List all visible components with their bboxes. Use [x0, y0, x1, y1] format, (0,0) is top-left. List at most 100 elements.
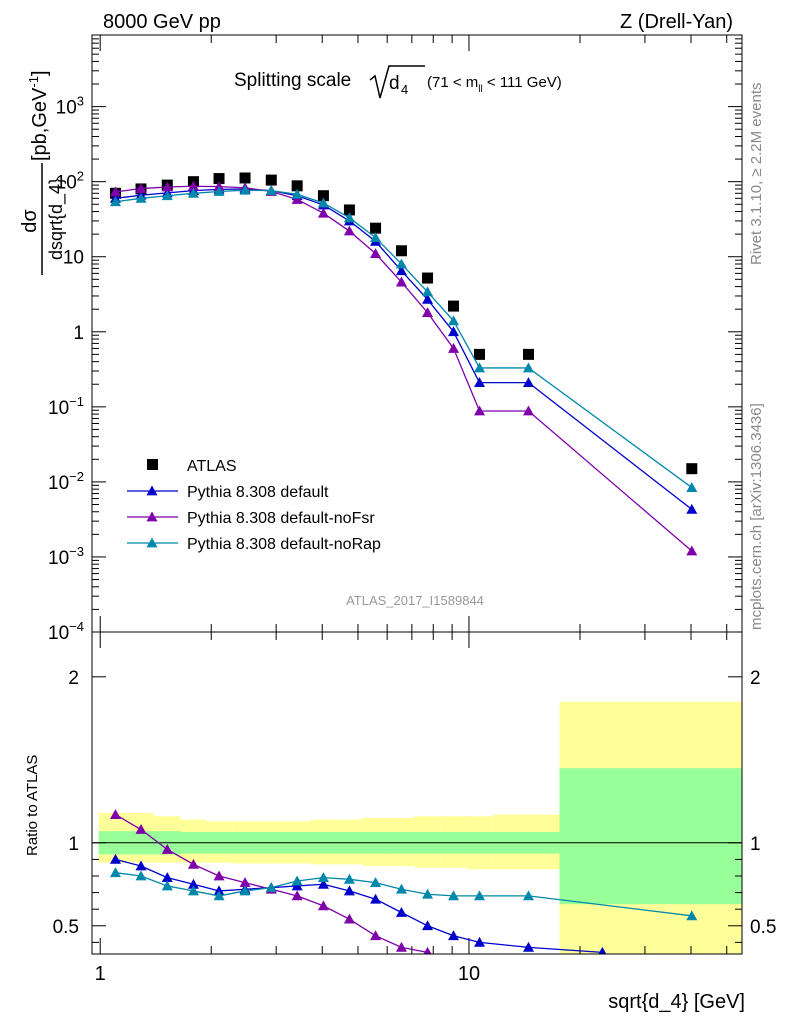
main-series-marker-2: [343, 225, 355, 236]
title-symbol: d: [389, 73, 400, 94]
atlas-data-point: [343, 204, 355, 216]
ratio-marker-1: [317, 878, 329, 889]
main-series-marker-2: [395, 276, 407, 287]
atlas-data-point: [265, 174, 277, 186]
header-process: Z (Drell-Yan): [620, 11, 733, 33]
legend-label-2: Pythia 8.308 default-noFsr: [187, 510, 375, 527]
ratio-line-1: [115, 858, 603, 953]
x-axis-label: sqrt{d_4} [GeV]: [608, 991, 745, 1013]
ratio-marker-1: [109, 853, 121, 864]
y-tick-label: 10−4: [48, 619, 84, 644]
ratio-marker-1: [522, 941, 534, 952]
ratio-marker-1: [213, 885, 225, 896]
ratio-marker-2: [161, 843, 173, 854]
atlas-data-point: [317, 190, 329, 202]
ratio-marker-2: [291, 890, 303, 901]
main-series-marker-3: [109, 196, 121, 207]
main-series: [109, 172, 698, 556]
main-series-marker-3: [239, 184, 251, 195]
ratio-marker-3: [686, 910, 698, 921]
ratio-panel-frame: [91, 631, 743, 955]
ratio-marker-2: [187, 858, 199, 869]
band-inner-16: [559, 768, 742, 905]
main-series-marker-3: [343, 212, 355, 223]
main-series-marker-3: [422, 286, 434, 297]
ratio-series: [109, 809, 698, 954]
atlas-data-point: [395, 245, 407, 257]
mcplots-reference-label: mcplots.cern.ch [arXiv:1306.3436]: [748, 403, 765, 630]
y-tick-label: 103: [56, 94, 84, 119]
plot-title: Splitting scale d 4 (71 < mll < 111 GeV): [234, 65, 562, 99]
main-series-marker-3: [448, 315, 460, 326]
main-series-marker-2: [291, 193, 303, 204]
legend-marker-2: [146, 511, 158, 522]
main-series-marker-1: [448, 326, 460, 337]
ratio-marker-3: [239, 885, 251, 896]
atlas-data-point: [522, 348, 534, 360]
axes: 10−4 10−3 10−2 10−1 1 10 102 103 1 10 0.5 0.5 1 1 2 2: [48, 34, 776, 985]
y-tick-label: 10: [63, 248, 84, 269]
uncertainty-bands: [92, 701, 742, 954]
ratio-marker-1: [343, 885, 355, 896]
legend-marker-1: [146, 485, 158, 496]
ratio-y-tick-label: 1: [68, 834, 79, 855]
ratio-marker-1: [161, 872, 173, 883]
ratio-marker-1: [291, 880, 303, 891]
legend: ATLAS Pythia 8.308 default Pythia 8.308 de…: [127, 458, 381, 553]
ratio-marker-3: [370, 877, 382, 888]
ratio-marker-2: [213, 870, 225, 881]
y-tick-label: 10−1: [48, 394, 84, 419]
ratio-marker-3: [109, 867, 121, 878]
ratio-marker-1: [448, 930, 460, 941]
main-series-marker-3: [317, 197, 329, 208]
atlas-data-point: [474, 348, 486, 360]
main-series-marker-2: [317, 207, 329, 218]
main-series-marker-1: [522, 377, 534, 388]
ratio-marker-1: [598, 946, 607, 954]
y-axis-label: dσ dsqrt{d_4} [pb,GeV-1]: [19, 70, 67, 275]
ratio-y-tick-label-right: 0.5: [750, 917, 776, 938]
y-tick-label: 102: [56, 169, 84, 194]
y-label-denominator: dsqrt{d_4}: [46, 178, 67, 260]
ratio-marker-2: [395, 941, 407, 952]
main-series-marker-3: [522, 362, 534, 373]
ratio-marker-3: [291, 875, 303, 886]
ratio-marker-3: [474, 890, 486, 901]
atlas-data-point: [291, 180, 303, 192]
legend-marker-atlas: [147, 459, 158, 470]
atlas-data-point: [370, 222, 382, 234]
main-series-marker-3: [395, 258, 407, 269]
title-range: (71 < mll < 111 GeV): [427, 74, 562, 95]
main-series-marker-2: [370, 248, 382, 259]
main-series-marker-3: [686, 482, 698, 492]
legend-label-1: Pythia 8.308 default: [187, 484, 329, 501]
ratio-marker-1: [474, 936, 486, 947]
main-series-marker-1: [686, 503, 698, 514]
main-series-marker-3: [474, 362, 486, 373]
main-series-marker-3: [161, 190, 173, 201]
ratio-y-tick-label: 2: [68, 668, 79, 689]
x-tick-label: 1: [95, 963, 106, 985]
ratio-marker-2: [239, 877, 251, 888]
ratio-marker-3: [422, 888, 434, 899]
y-label-units: [pb,GeV-1]: [26, 70, 51, 161]
legend-label-0: ATLAS: [187, 458, 237, 475]
legend-label-3: Pythia 8.308 default-noRap: [187, 536, 381, 553]
atlas-data-point: [422, 272, 434, 284]
y-tick-label: 10−3: [48, 544, 84, 569]
main-series-marker-2: [522, 405, 534, 416]
main-series-marker-2: [135, 183, 147, 193]
main-series-marker-3: [187, 187, 199, 198]
ratio-y-label: Ratio to ATLAS: [24, 755, 41, 856]
main-series-marker-1: [422, 293, 434, 304]
main-series-marker-3: [213, 185, 225, 196]
atlas-data-point: [686, 463, 698, 475]
atlas-data-point: [213, 173, 225, 185]
main-series-marker-3: [265, 185, 277, 196]
ratio-marker-2: [135, 824, 147, 834]
main-series-marker-3: [291, 188, 303, 199]
y-tick-label: 10−2: [48, 469, 84, 494]
ratio-marker-1: [187, 878, 199, 889]
y-tick-label: 1: [73, 323, 84, 344]
